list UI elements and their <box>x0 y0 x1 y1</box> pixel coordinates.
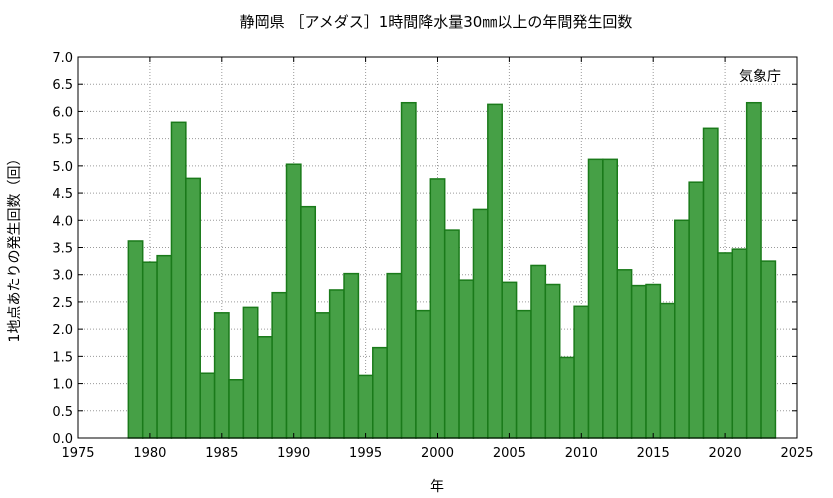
y-tick-label: 6.5 <box>52 78 73 93</box>
bar <box>659 302 676 439</box>
bar <box>602 158 618 439</box>
x-tick-label: 1995 <box>349 446 382 461</box>
bar <box>472 208 489 439</box>
y-tick-label: 0.0 <box>52 432 73 447</box>
y-tick-label: 6.0 <box>52 105 73 120</box>
bar <box>443 229 460 439</box>
y-tick-label: 4.0 <box>52 214 73 229</box>
bar <box>515 309 532 439</box>
y-axis-label: 1地点あたりの発生回数（回） <box>7 152 23 343</box>
bar <box>573 305 590 439</box>
bar <box>242 306 259 439</box>
bar <box>285 163 302 439</box>
y-tick-label: 7.0 <box>52 51 73 66</box>
gridlines <box>78 57 797 438</box>
x-tick-label: 2015 <box>637 446 670 461</box>
x-tick-label: 2020 <box>709 446 742 461</box>
bar <box>702 127 719 439</box>
bar <box>271 291 288 439</box>
x-tick-label: 2025 <box>780 446 813 461</box>
bar <box>429 178 446 439</box>
bar <box>587 158 604 439</box>
bar <box>558 356 575 439</box>
bars-group <box>127 101 777 439</box>
bar <box>745 101 762 439</box>
bar <box>487 103 503 439</box>
bar <box>458 279 475 439</box>
credit-label: 気象庁 <box>739 69 781 85</box>
x-tick-label: 2010 <box>565 446 598 461</box>
bar <box>760 260 777 439</box>
bar <box>170 121 187 439</box>
x-tick-label: 2005 <box>493 446 526 461</box>
y-tick-label: 0.5 <box>52 405 73 420</box>
bar <box>630 284 647 439</box>
bar <box>328 289 345 439</box>
bar <box>185 177 201 439</box>
bar <box>717 252 734 439</box>
bar <box>228 379 245 439</box>
bar <box>300 205 317 439</box>
y-tick-label: 3.0 <box>52 269 73 284</box>
x-axis-label: 年 <box>430 479 444 495</box>
bar <box>343 272 360 439</box>
chart-title: 静岡県 ［アメダス］1時間降水量30㎜以上の年間発生回数 <box>240 13 633 31</box>
y-axis-ticks: 0.0 0.5 1.0 1.5 2.0 2.5 3.0 3.5 4.0 4.5 5.0 5.5 6.0 6… <box>52 51 797 447</box>
y-tick-label: 1.5 <box>52 350 73 365</box>
y-tick-label: 5.5 <box>52 133 73 148</box>
bar <box>213 312 230 439</box>
bar <box>674 219 690 439</box>
bar <box>645 283 662 439</box>
y-tick-label: 3.5 <box>52 242 73 257</box>
x-axis-ticks: 1975 1980 1985 1990 1995 2000 2005 2010 2015 2020… <box>61 57 814 461</box>
bar <box>530 264 547 439</box>
bar <box>314 312 331 439</box>
y-tick-label: 2.0 <box>52 323 73 338</box>
bar <box>544 283 561 439</box>
bar <box>257 336 273 439</box>
x-tick-label: 1975 <box>61 446 94 461</box>
bar <box>357 374 374 439</box>
y-tick-label: 1.0 <box>52 378 73 393</box>
y-tick-label: 2.5 <box>52 296 73 311</box>
bar <box>386 272 403 439</box>
bar <box>400 101 417 439</box>
x-tick-label: 1980 <box>133 446 166 461</box>
bar <box>141 261 158 439</box>
bar <box>688 181 705 439</box>
x-tick-label: 1990 <box>277 446 310 461</box>
bar <box>415 309 432 439</box>
bar <box>731 248 748 439</box>
y-tick-label: 4.5 <box>52 187 73 202</box>
bar <box>501 281 518 439</box>
x-tick-label: 2000 <box>421 446 454 461</box>
y-tick-label: 5.0 <box>52 160 73 175</box>
bar <box>199 372 216 439</box>
bar <box>616 269 633 439</box>
bar <box>127 240 144 439</box>
x-tick-label: 1985 <box>205 446 238 461</box>
bar <box>372 346 388 439</box>
bar <box>156 254 173 439</box>
